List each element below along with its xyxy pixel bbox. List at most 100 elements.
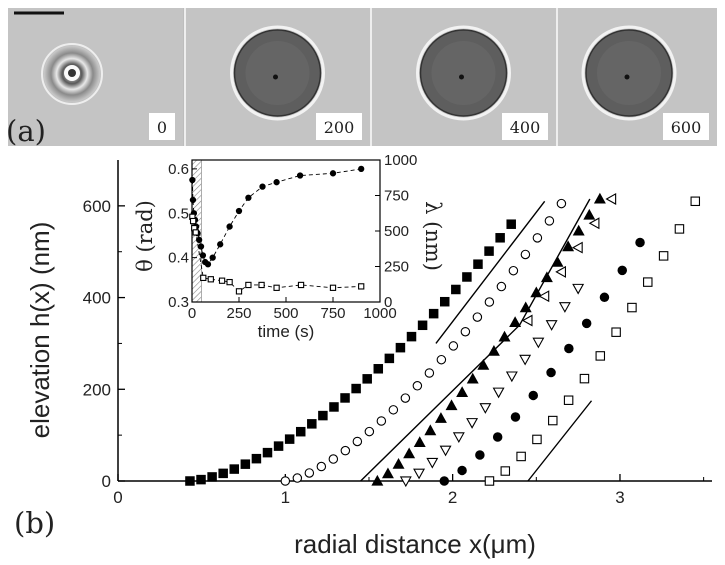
data-point — [192, 229, 199, 236]
droplet-spot — [68, 69, 76, 77]
data-point — [466, 418, 479, 429]
data-series — [439, 237, 645, 486]
data-point — [571, 241, 583, 254]
micrograph-frame: 400 — [370, 8, 556, 146]
data-point — [572, 224, 585, 236]
data-point — [388, 405, 399, 415]
data-point — [519, 354, 532, 366]
data-point — [457, 465, 467, 476]
data-point — [412, 381, 423, 391]
data-point — [462, 272, 472, 282]
data-series — [521, 193, 617, 327]
data-point — [364, 426, 375, 437]
data-point — [521, 314, 533, 327]
data-point — [579, 373, 590, 384]
data-point — [428, 308, 439, 319]
data-point — [528, 390, 539, 401]
micrograph-strip: 0 200 400 600 — [8, 8, 717, 146]
data-point — [544, 216, 555, 226]
data-point — [284, 434, 295, 444]
micrograph-frame: 200 — [184, 8, 370, 146]
data-point — [189, 176, 196, 184]
data-point — [245, 281, 252, 289]
inset-y-axis-label: θ (rad) — [133, 200, 157, 272]
data-point — [562, 240, 575, 252]
data-point — [635, 237, 645, 248]
data-point — [516, 451, 526, 462]
data-point — [448, 341, 459, 351]
data-point — [445, 399, 458, 411]
inset-y-tick-label: 0.3 — [168, 294, 189, 311]
data-point — [508, 265, 519, 276]
data-point — [400, 393, 411, 403]
data-point — [413, 468, 426, 480]
x-axis-label: radial distance x(μm) — [294, 529, 536, 559]
data-point — [280, 476, 291, 486]
data-point — [258, 281, 265, 289]
time-label: 600 — [671, 118, 702, 137]
y-tick-label: 600 — [83, 197, 111, 216]
inset-x-tick-label: 750 — [320, 305, 345, 322]
data-point — [318, 410, 328, 421]
data-point — [690, 196, 701, 207]
data-point — [572, 283, 585, 295]
inset-y2-axis-label: λ (nm) — [421, 201, 445, 271]
droplet-inner — [597, 41, 661, 105]
data-point — [199, 252, 207, 259]
droplet-inner — [245, 41, 310, 105]
data-point — [556, 198, 567, 209]
data-point — [555, 265, 566, 278]
time-label: 200 — [324, 118, 355, 137]
x-tick-label: 1 — [281, 488, 290, 507]
data-point — [581, 318, 592, 329]
data-point — [273, 441, 284, 451]
data-point — [456, 386, 469, 398]
fit-line — [435, 200, 546, 344]
data-point — [530, 286, 543, 298]
data-point — [498, 330, 511, 342]
data-point — [484, 246, 494, 256]
data-point — [362, 374, 372, 384]
data-point — [492, 387, 505, 399]
inset-y2-tick-label: 1000 — [384, 152, 417, 169]
time-label-box — [316, 113, 362, 140]
data-point — [564, 343, 574, 354]
data-point — [340, 445, 351, 456]
data-series — [484, 196, 701, 486]
data-point — [658, 251, 669, 261]
data-point — [546, 367, 556, 378]
data-point — [207, 276, 214, 283]
data-point — [297, 281, 305, 289]
inset-y-tick-label: 0.4 — [168, 250, 189, 267]
data-point — [384, 353, 395, 364]
data-point — [417, 320, 428, 331]
data-point — [451, 284, 461, 295]
inset-x-tick-label: 0 — [188, 305, 196, 322]
data-point — [520, 249, 531, 260]
data-point — [599, 292, 610, 303]
data-point — [558, 302, 571, 313]
data-point — [328, 454, 339, 464]
data-point — [395, 342, 406, 353]
inset-y2-tick-label: 500 — [384, 223, 409, 240]
data-point — [413, 436, 426, 448]
data-point — [217, 241, 224, 248]
data-point — [593, 192, 606, 204]
data-series — [185, 219, 516, 486]
inset-x-tick-label: 500 — [273, 305, 298, 322]
data-point — [262, 447, 273, 458]
data-point — [551, 255, 564, 267]
inset-y-tick-label: 0.5 — [168, 205, 189, 222]
data-point — [424, 424, 437, 436]
data-point — [532, 233, 543, 243]
data-point — [532, 434, 542, 445]
main-chart: 0 1 2 3 0 200 400 600 radial distance x(μm) eleva… — [25, 160, 712, 559]
data-point — [611, 327, 621, 337]
data-point — [538, 290, 550, 303]
data-point — [399, 476, 412, 488]
data-point — [235, 207, 243, 215]
panel-label-b: (b) — [14, 506, 55, 540]
data-point — [545, 320, 558, 331]
data-point — [352, 436, 363, 447]
